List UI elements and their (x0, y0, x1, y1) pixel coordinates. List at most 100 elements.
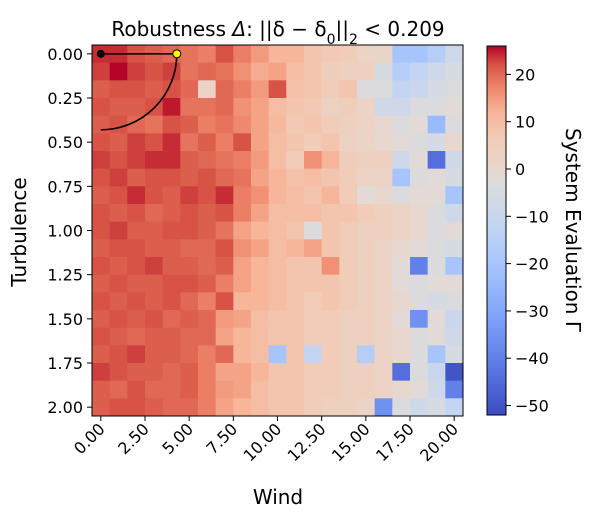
heatmap-cell (109, 327, 128, 346)
heatmap-cell (268, 274, 287, 293)
heatmap-cell (109, 204, 128, 223)
heatmap-cell (339, 345, 358, 364)
heatmap-cell (215, 45, 234, 64)
heatmap-cell (304, 98, 323, 117)
heatmap-cell (286, 221, 305, 240)
x-tick-label: 10.00 (239, 419, 285, 465)
heatmap-cell (180, 221, 199, 240)
heatmap-cell (286, 345, 305, 364)
heatmap-cell (374, 151, 393, 170)
heatmap-cell (251, 62, 270, 81)
heatmap-cell (180, 398, 199, 417)
heatmap-cell (374, 221, 393, 240)
heatmap-cell (162, 133, 181, 152)
heatmap-cell (198, 133, 217, 152)
heatmap-cell (251, 115, 270, 134)
heatmap-cell (357, 62, 376, 81)
heatmap-cell (445, 363, 464, 382)
heatmap-cell (321, 98, 340, 117)
x-axis-ticks: 0.00 2.50 5.00 7.5010.0012.5015.0017.5020.0… (70, 416, 462, 465)
heatmap-cell (339, 133, 358, 152)
heatmap-cell (233, 239, 252, 258)
heatmap-cell (268, 62, 287, 81)
heatmap-cell (109, 151, 128, 170)
heatmap-cell (251, 221, 270, 240)
heatmap-cell (321, 310, 340, 329)
heatmap-cell (233, 151, 252, 170)
heatmap-cell (427, 239, 446, 258)
heatmap-cell (109, 398, 128, 417)
heatmap-cell (374, 45, 393, 64)
heatmap-cell (180, 62, 199, 81)
heatmap-cell (215, 257, 234, 276)
heatmap-cell (286, 274, 305, 293)
x-tick-label: 15.00 (328, 419, 374, 465)
heatmap-cell (392, 239, 411, 258)
heatmap-cell (268, 292, 287, 311)
heatmap-cell (109, 380, 128, 399)
heatmap-cell (127, 292, 146, 311)
heatmap-cell (321, 62, 340, 81)
heatmap-cell (410, 398, 429, 417)
heatmap-cell (427, 204, 446, 223)
heatmap-cell (109, 62, 128, 81)
heatmap-cell (127, 133, 146, 152)
heatmap-cell (321, 292, 340, 311)
heatmap-cell (251, 239, 270, 258)
heatmap-cell (410, 380, 429, 399)
heatmap-cell (215, 115, 234, 134)
heatmap-cell (304, 80, 323, 99)
heatmap-cell (427, 310, 446, 329)
heatmap-cell (392, 115, 411, 134)
heatmap-cell (357, 345, 376, 364)
heatmap-cell (127, 204, 146, 223)
heatmap-cell (392, 221, 411, 240)
heatmap-cell (357, 363, 376, 382)
y-tick-label: 1.00 (47, 222, 83, 241)
heatmap-cell (198, 62, 217, 81)
heatmap-cell (145, 327, 164, 346)
heatmap-cell (374, 98, 393, 117)
heatmap-cell (321, 221, 340, 240)
heatmap-cell (410, 115, 429, 134)
heatmap-cell (162, 398, 181, 417)
heatmap-cell (109, 115, 128, 134)
heatmap-cell (145, 115, 164, 134)
heatmap-cell (92, 239, 111, 258)
heatmap-cell (392, 310, 411, 329)
heatmap-cell (92, 62, 111, 81)
heatmap-cell (268, 363, 287, 382)
heatmap-cell (145, 310, 164, 329)
heatmap-cell (127, 257, 146, 276)
heatmap-cell (286, 204, 305, 223)
heatmap-cell (410, 221, 429, 240)
heatmap-cell (198, 239, 217, 258)
heatmap-cell (304, 45, 323, 64)
heatmap-cell (180, 98, 199, 117)
heatmap-cell (162, 186, 181, 205)
heatmap-cell (392, 98, 411, 117)
heatmap-cell (251, 204, 270, 223)
heatmap-cell (427, 186, 446, 205)
heatmap-cell (92, 98, 111, 117)
heatmap-cell (180, 327, 199, 346)
heatmap-cell (410, 327, 429, 346)
heatmap-cell (162, 239, 181, 258)
heatmap-cell (286, 380, 305, 399)
heatmap-cell (127, 186, 146, 205)
heatmap-cell (445, 98, 464, 117)
heatmap-cell (92, 204, 111, 223)
heatmap-cell (392, 363, 411, 382)
heatmap-cell (339, 62, 358, 81)
heatmap-cell (374, 204, 393, 223)
heatmap-cell (198, 115, 217, 134)
heatmap-cell (233, 274, 252, 293)
heatmap-cell (321, 204, 340, 223)
heatmap-cell (251, 168, 270, 187)
heatmap-cell (357, 292, 376, 311)
heatmap-cell (162, 292, 181, 311)
heatmap-cell (215, 380, 234, 399)
heatmap-cell (92, 133, 111, 152)
heatmap-cell (392, 204, 411, 223)
